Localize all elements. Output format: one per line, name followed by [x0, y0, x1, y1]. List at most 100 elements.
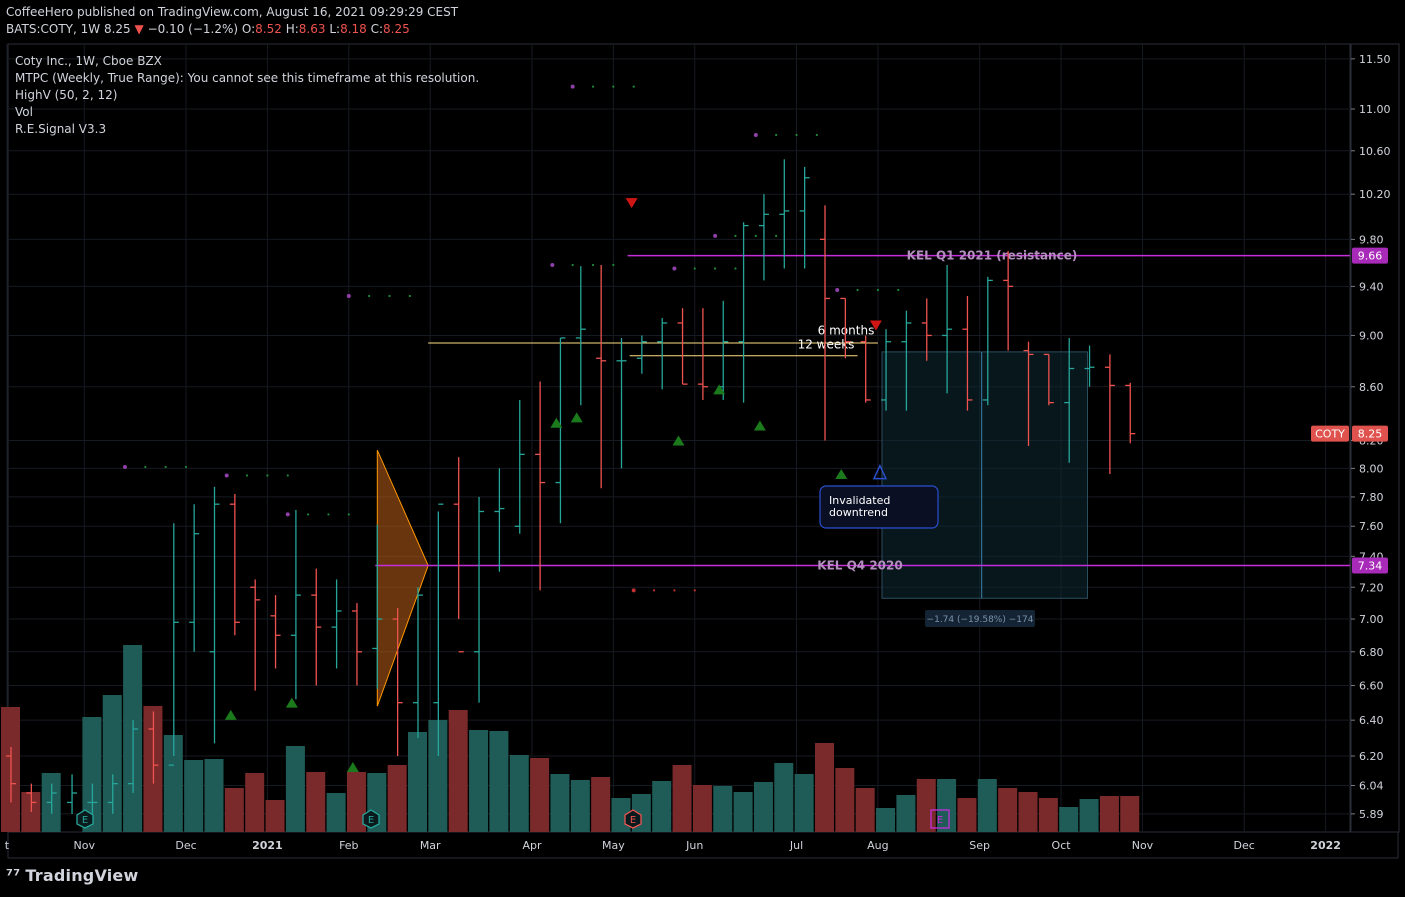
highv-dot	[327, 513, 330, 516]
x-tick-label: Oct	[1052, 839, 1072, 852]
ohlc-line: BATS:COTY, 1W 8.25 ▼ −0.10 (−1.2%) O:8.5…	[6, 22, 410, 36]
ohlc-bar	[1023, 341, 1034, 447]
tradingview-brand[interactable]: ⁷⁷ TradingView	[6, 866, 138, 885]
highv-dot	[346, 294, 351, 299]
x-tick-label: Dec	[1234, 839, 1255, 852]
ohlc-bar	[372, 524, 383, 689]
ohlc-bar	[942, 264, 953, 394]
earnings-label: E	[937, 815, 943, 826]
volume-bar	[774, 763, 794, 832]
highv-dot	[570, 84, 575, 89]
ohlc-bar	[148, 711, 159, 784]
ohlc-bar	[596, 264, 607, 489]
legend-symbol[interactable]: Coty Inc., 1W, Cboe BZX	[15, 54, 162, 68]
earnings-icon	[624, 809, 642, 829]
volume-bar	[163, 735, 183, 832]
highv-dot	[368, 294, 371, 298]
ohlc-bar	[270, 595, 281, 669]
highv-dot	[652, 589, 656, 592]
volume-bar	[713, 786, 733, 832]
y-tick-label: 9.40	[1359, 280, 1384, 293]
ohlc-bar	[209, 486, 220, 744]
legend-resignal[interactable]: R.E.Signal V3.3	[15, 122, 107, 136]
ohlc-bar	[331, 579, 342, 669]
close-value: 8.25	[383, 22, 410, 36]
highv-dot	[307, 513, 310, 516]
brand-text: TradingView	[25, 866, 139, 885]
volume-bar	[937, 779, 957, 832]
volume-bar	[692, 785, 712, 832]
legend-highv[interactable]: HighV (50, 2, 12)	[15, 88, 118, 102]
ohlc-bar	[962, 296, 973, 411]
volume-bar	[530, 758, 550, 832]
y-tick-label: 5.89	[1359, 808, 1384, 821]
ohlc-bar	[779, 159, 790, 269]
earnings-icon	[362, 809, 380, 829]
earnings-label: E	[368, 815, 374, 826]
highv-dot	[713, 233, 718, 238]
ohlc-bar	[799, 166, 810, 269]
y-tick-label: 9.00	[1359, 329, 1384, 342]
volume-bar	[408, 732, 427, 832]
highv-dot	[754, 234, 757, 238]
volume-bar	[102, 695, 122, 832]
y-tick-label: 6.20	[1359, 750, 1384, 763]
ohlc-bar	[67, 774, 78, 814]
ohlc-bar	[107, 774, 118, 814]
highv-dot	[122, 464, 127, 469]
highv-dot	[612, 263, 615, 267]
earnings-label: E	[82, 815, 88, 826]
callout-pointer-icon	[872, 463, 888, 480]
sell-signal-icon	[869, 320, 882, 331]
x-tick-label: Mar	[420, 839, 441, 852]
volume-bar	[1099, 796, 1119, 832]
volume-bar	[1120, 796, 1140, 832]
volume-bar	[245, 773, 265, 832]
highv-dot	[753, 132, 758, 137]
highv-dot	[612, 85, 615, 88]
ohlc-bar	[1064, 337, 1075, 463]
buy-signal-icon	[550, 417, 563, 428]
low-label: L:	[329, 22, 341, 36]
published-line: CoffeeHero published on TradingView.com,…	[6, 5, 458, 19]
highv-dot	[672, 266, 677, 271]
highv-dot	[631, 588, 636, 593]
highv-dot	[693, 267, 696, 270]
y-tick-label: 11.00	[1359, 103, 1391, 116]
ohlc-bar	[1003, 250, 1014, 351]
x-tick-label: Feb	[339, 839, 358, 852]
published-text: CoffeeHero published on TradingView.com,…	[6, 5, 459, 19]
y-tick-label: 6.80	[1359, 646, 1384, 659]
symbol-tag-label: COTY	[1315, 428, 1345, 441]
highv-dot	[632, 85, 635, 88]
highv-dot	[347, 513, 350, 516]
volume-bar	[469, 730, 489, 832]
x-tick-label: May	[602, 839, 625, 852]
legend-mtpc[interactable]: MTPC (Weekly, True Range): You cannot se…	[15, 71, 480, 85]
volume-bar	[835, 768, 855, 832]
price-tag-label: 7.34	[1358, 560, 1383, 573]
change-text: −0.10 (−1.2%)	[147, 22, 239, 36]
tradingview-logo-icon: ⁷⁷	[6, 866, 21, 885]
legend-vol[interactable]: Vol	[15, 105, 33, 119]
ohlc-bar	[860, 335, 871, 403]
highv-dot	[897, 288, 900, 292]
highv-dot	[734, 267, 737, 270]
ohlc-bar	[474, 496, 485, 703]
volume-bar	[224, 788, 244, 832]
highv-dot	[795, 133, 798, 137]
open-value: 8.52	[255, 22, 282, 36]
highv-dot	[571, 263, 574, 267]
ohlc-bar	[982, 276, 993, 406]
ohlc-bar	[881, 329, 892, 411]
ohlc-bar	[840, 297, 851, 359]
earnings-icon	[930, 809, 950, 829]
x-tick-label: Jul	[789, 839, 803, 852]
volume-bar	[794, 774, 814, 832]
ohlc-bar	[87, 783, 98, 814]
price-tag	[1352, 247, 1388, 264]
volume-bar	[591, 777, 611, 832]
x-tick-label: t	[5, 839, 10, 852]
x-tick-label: Aug	[867, 839, 888, 852]
